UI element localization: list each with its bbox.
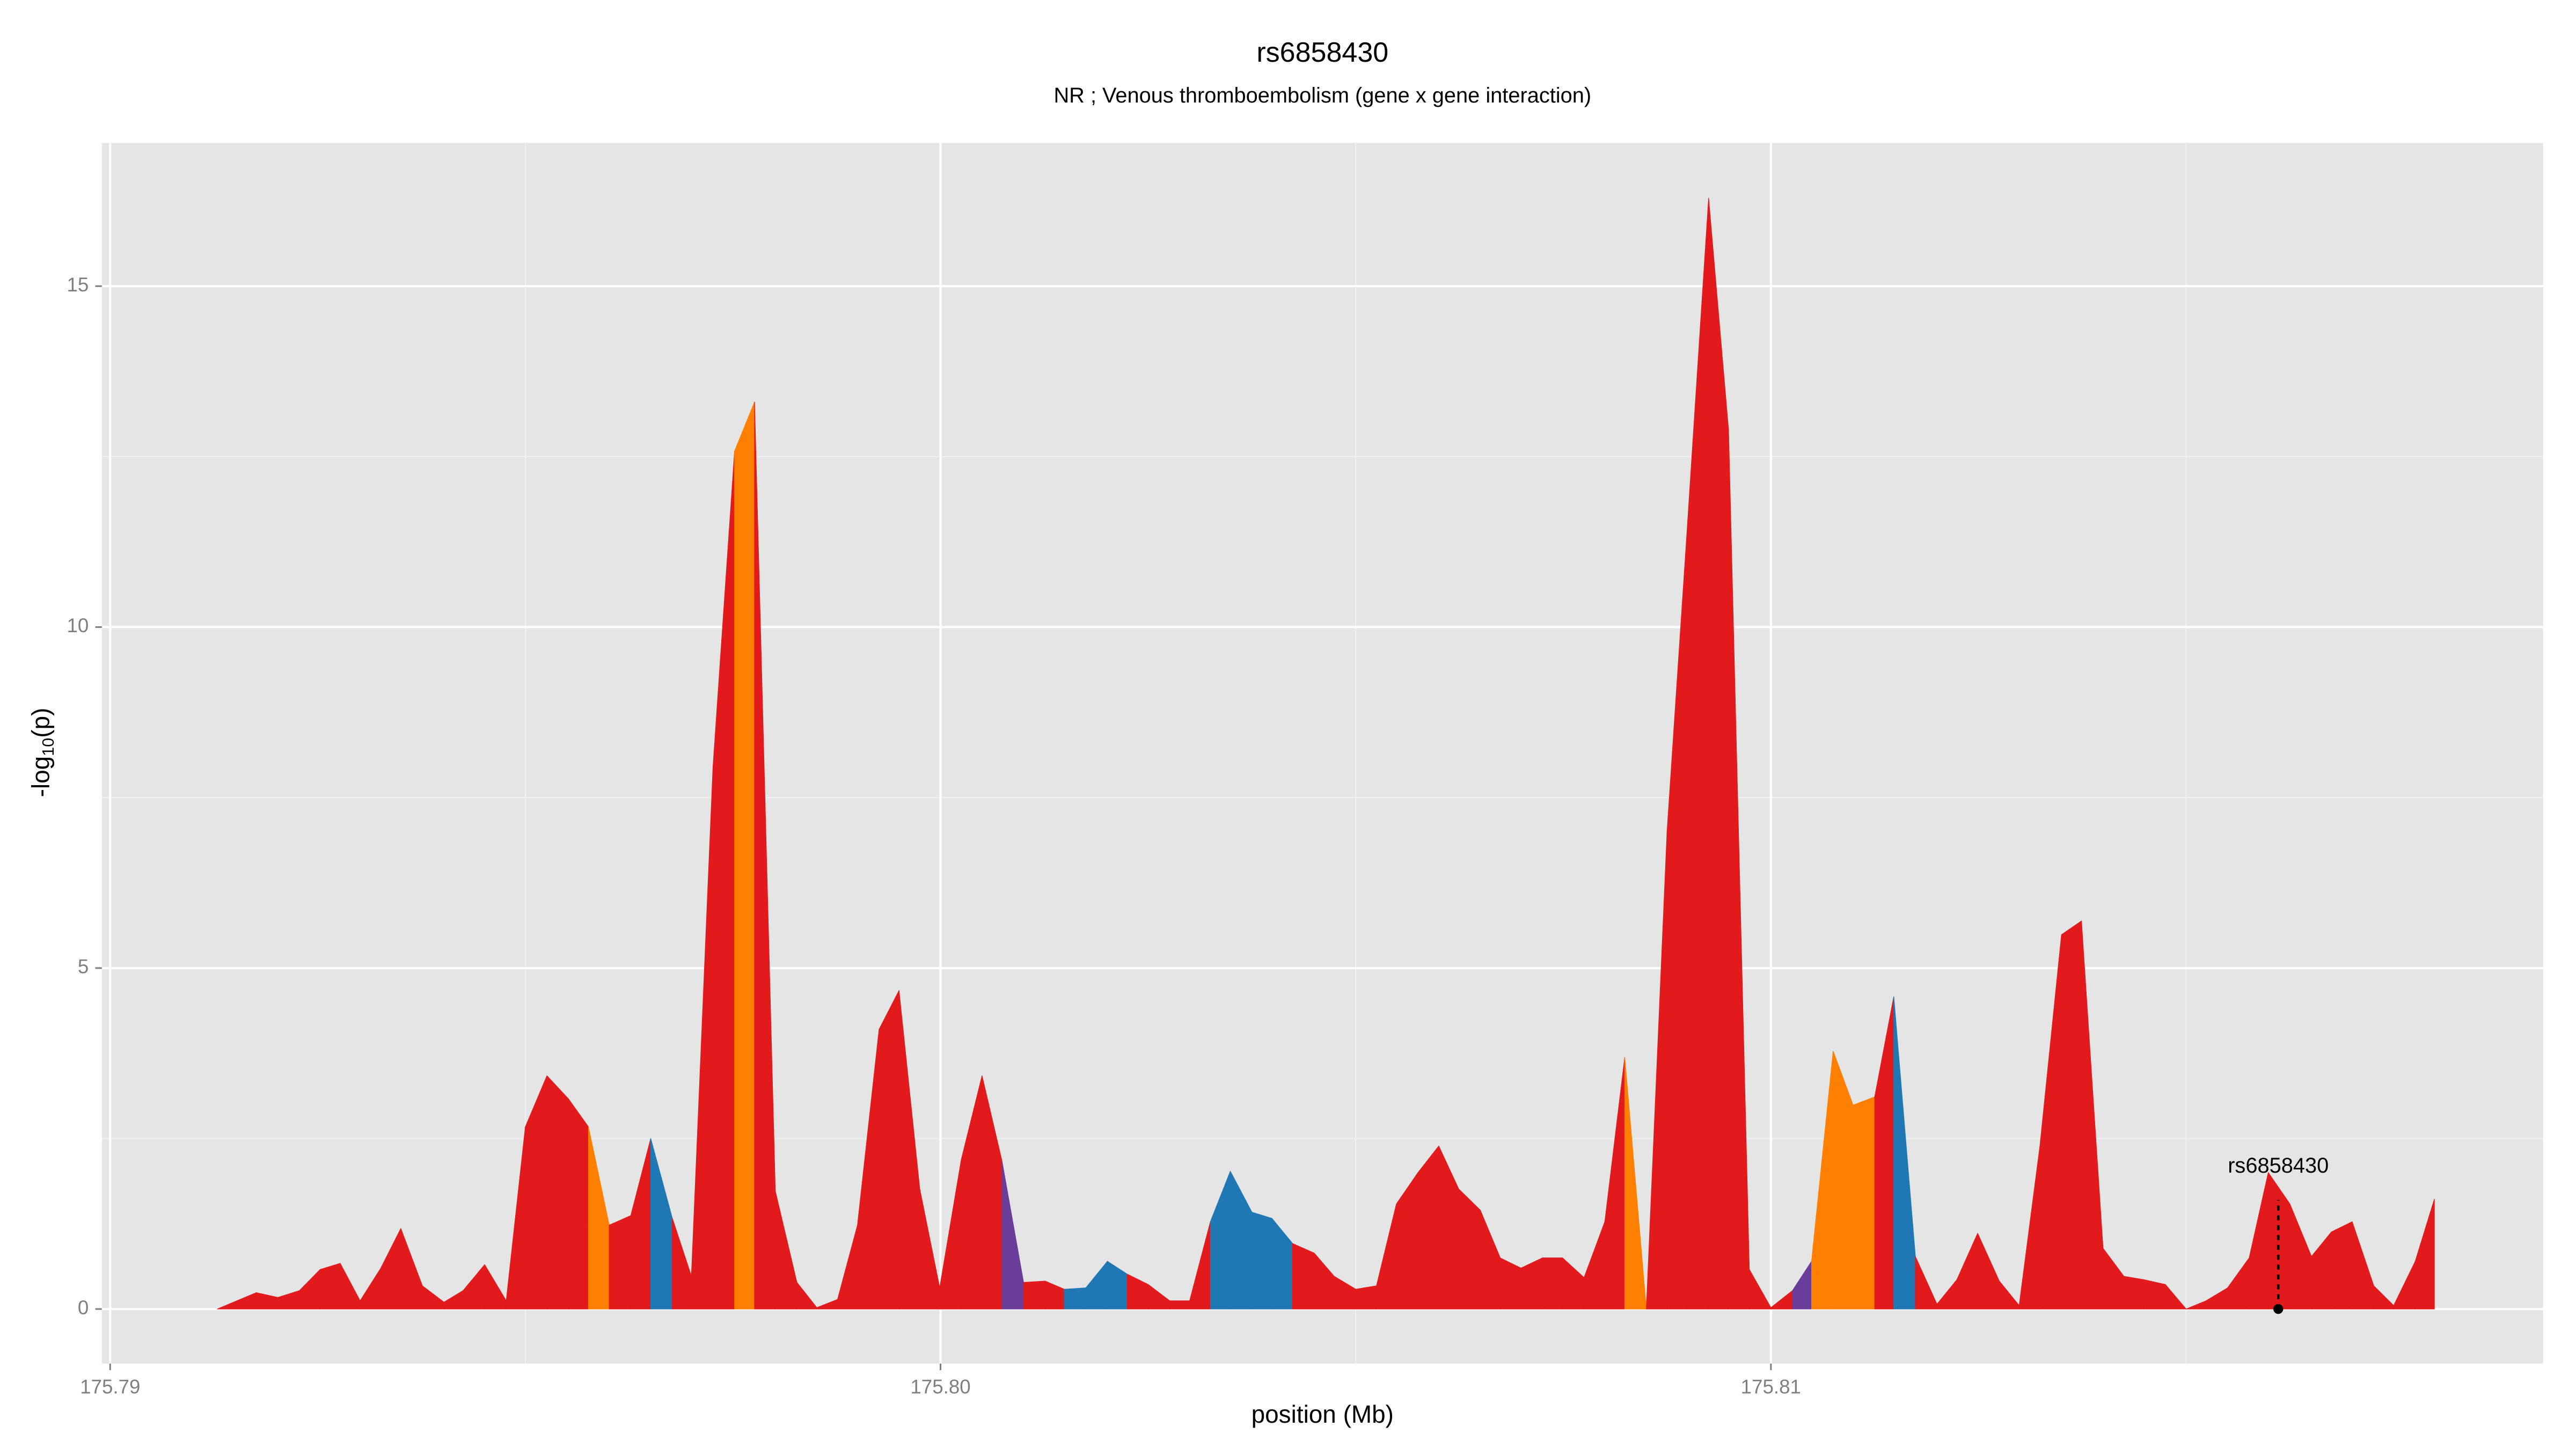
area-segment xyxy=(1355,1285,1377,1309)
area-segment xyxy=(1417,1145,1439,1309)
area-segment xyxy=(2331,1221,2353,1309)
area-segment xyxy=(1064,1287,1086,1309)
annotation-point xyxy=(2273,1304,2284,1314)
area-segment xyxy=(2165,1284,2187,1309)
area-segment xyxy=(879,990,899,1309)
area-segment xyxy=(734,401,755,1309)
y-label-after: (p) xyxy=(27,708,55,738)
area-segment xyxy=(2061,920,2082,1309)
plot-panel xyxy=(101,143,2543,1364)
area-segment xyxy=(1023,1280,1046,1309)
x-tick-label: 175.81 xyxy=(1741,1375,1801,1397)
y-axis-label: -log10(p) xyxy=(27,708,57,797)
y-label-text: -log xyxy=(27,756,55,797)
y-tick-label: 0 xyxy=(78,1297,89,1319)
area-segment xyxy=(2414,1198,2435,1309)
y-label-sub: 10 xyxy=(39,738,57,756)
annotation-label: rs6858430 xyxy=(2228,1154,2329,1177)
y-tick-label: 10 xyxy=(67,614,89,636)
area-segment xyxy=(546,1075,569,1309)
chart-title: rs6858430 xyxy=(1256,37,1388,68)
area-segment xyxy=(1252,1212,1272,1309)
area-segment xyxy=(1624,1057,1647,1309)
chart-subtitle: NR ; Venous thromboembolism (gene x gene… xyxy=(1053,84,1591,107)
area-segment xyxy=(2143,1279,2166,1309)
area-segment xyxy=(1542,1257,1563,1309)
area-segment xyxy=(320,1263,341,1309)
area-segment xyxy=(1292,1243,1315,1309)
x-tick-label: 175.79 xyxy=(80,1375,140,1397)
x-axis-label: position (Mb) xyxy=(1252,1400,1394,1428)
area-segment xyxy=(2123,1276,2145,1309)
area-segment xyxy=(1169,1300,1190,1309)
area-segment xyxy=(1853,1096,1875,1309)
area-segment xyxy=(609,1215,632,1309)
y-tick-label: 5 xyxy=(78,956,89,978)
y-tick-label: 15 xyxy=(67,274,89,296)
area-segment xyxy=(568,1099,589,1309)
area-segment xyxy=(1458,1188,1481,1309)
x-tick-label: 175.80 xyxy=(910,1375,970,1397)
